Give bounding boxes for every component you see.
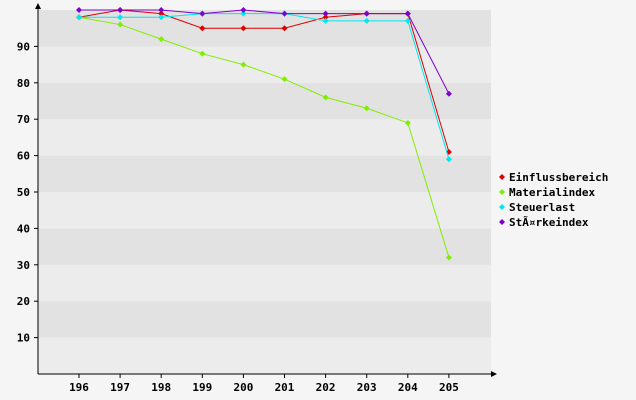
data-point <box>240 7 247 13</box>
legend-marker <box>499 189 505 195</box>
legend-item: Einflussbereich <box>499 171 608 184</box>
grid-band <box>38 337 491 374</box>
x-tick-label: 198 <box>151 381 171 394</box>
y-tick-label: 30 <box>17 259 30 272</box>
legend-marker <box>499 204 505 210</box>
x-tick-label: 204 <box>398 381 418 394</box>
grid-band <box>38 155 491 192</box>
data-point <box>240 61 247 68</box>
grid-band <box>38 119 491 156</box>
legend: Einflussbereich Materialindex Steuerlast St… <box>499 171 608 229</box>
y-axis-arrow <box>35 3 41 9</box>
x-tick-label: 203 <box>357 381 377 394</box>
y-tick-label: 70 <box>17 113 30 126</box>
data-point <box>281 76 288 83</box>
series-1 <box>76 14 452 261</box>
legend-item: Materialindex <box>499 186 595 199</box>
data-point <box>363 105 370 112</box>
grid-band <box>38 192 491 229</box>
data-point <box>240 25 247 32</box>
x-tick-label: 200 <box>233 381 253 394</box>
y-tick-label: 60 <box>17 150 30 163</box>
series-line <box>78 16 450 258</box>
data-point <box>158 7 165 13</box>
data-point <box>322 10 329 17</box>
y-tick-label: 40 <box>17 222 30 235</box>
data-point <box>445 90 452 97</box>
x-tick-label: 199 <box>192 381 212 394</box>
data-point <box>404 119 411 126</box>
grid-band <box>38 301 491 338</box>
legend-item: StÃ¤rkeindex <box>499 216 589 229</box>
data-point <box>363 10 370 17</box>
y-tick-label: 80 <box>17 77 30 90</box>
legend-label: StÃ¤rkeindex <box>509 216 589 229</box>
data-point <box>199 10 206 17</box>
y-axis-ticks: 10 20 30 40 50 60 70 80 90 <box>17 40 38 345</box>
legend-item: Steuerlast <box>499 201 575 214</box>
series-line <box>79 9 450 94</box>
y-tick-label: 10 <box>17 332 30 345</box>
data-point <box>158 10 165 17</box>
x-axis-arrow <box>491 371 497 377</box>
grid-band <box>38 228 491 265</box>
data-point <box>281 25 288 32</box>
x-tick-label: 197 <box>110 381 130 394</box>
data-point <box>117 7 124 13</box>
data-point <box>158 36 165 43</box>
data-point <box>404 17 411 24</box>
data-point <box>240 10 247 17</box>
series-3 <box>76 7 452 97</box>
x-tick-label: 205 <box>439 381 459 394</box>
data-point <box>445 156 452 163</box>
data-point <box>199 50 206 57</box>
data-point <box>76 14 82 21</box>
data-point <box>117 14 124 21</box>
data-point <box>445 254 452 261</box>
data-point <box>322 17 329 24</box>
x-axis-ticks: 196 197 198 199 200 201 202 203 204 205 <box>69 374 459 394</box>
series-lines <box>76 7 452 261</box>
data-point <box>322 14 329 21</box>
legend-label: Steuerlast <box>509 201 575 214</box>
x-tick-label: 202 <box>316 381 336 394</box>
data-point <box>158 14 165 21</box>
legend-marker <box>499 219 505 225</box>
y-tick-label: 20 <box>17 295 30 308</box>
x-tick-label: 201 <box>275 381 295 394</box>
legend-label: Einflussbereich <box>509 171 608 184</box>
legend-marker <box>499 174 505 180</box>
series-line <box>79 13 450 160</box>
y-tick-label: 90 <box>17 40 30 53</box>
grid-band <box>38 82 491 120</box>
grid-band <box>38 46 491 83</box>
axes <box>35 3 497 377</box>
x-tick-label: 196 <box>69 381 89 394</box>
data-point <box>281 10 288 17</box>
data-point <box>363 17 370 24</box>
data-point <box>322 94 329 101</box>
legend-label: Materialindex <box>509 186 595 199</box>
plot-background-bands <box>38 10 491 374</box>
grid-band <box>38 264 491 302</box>
data-point <box>117 21 124 28</box>
data-point <box>76 7 82 13</box>
data-point <box>199 25 206 32</box>
data-point <box>404 10 411 17</box>
y-tick-label: 50 <box>17 186 30 199</box>
